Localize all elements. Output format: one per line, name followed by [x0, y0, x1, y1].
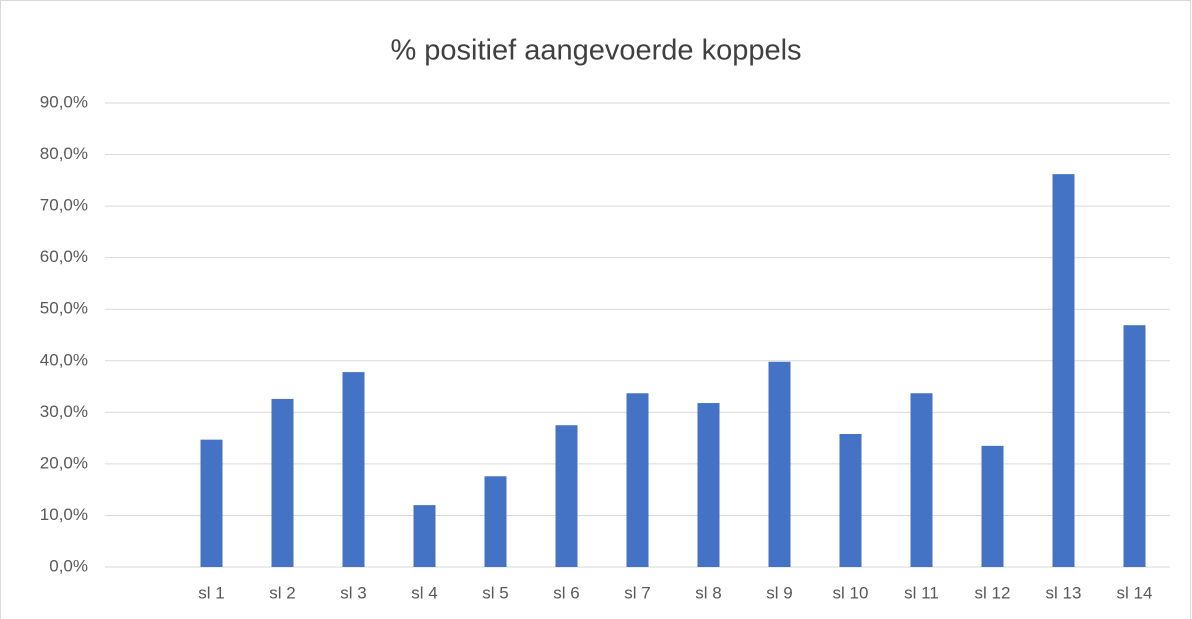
y-tick-label: 70,0% [40, 196, 88, 215]
y-tick-label: 90,0% [40, 92, 88, 111]
bar [697, 403, 720, 567]
y-tick-label: 0,0% [49, 556, 88, 575]
x-tick-label: sl 12 [975, 583, 1011, 602]
x-tick-label: sl 3 [340, 583, 366, 602]
y-tick-label: 40,0% [40, 350, 88, 369]
y-tick-label: 20,0% [40, 453, 88, 472]
bar [271, 398, 294, 567]
x-tick-label: sl 13 [1046, 583, 1082, 602]
y-tick-label: 60,0% [40, 247, 88, 266]
bar [626, 393, 649, 567]
bar [1123, 325, 1146, 567]
x-tick-label: sl 10 [833, 583, 869, 602]
x-tick-label: sl 1 [198, 583, 224, 602]
x-tick-label: sl 2 [269, 583, 295, 602]
chart-title: % positief aangevoerde koppels [390, 35, 801, 67]
y-tick-label: 30,0% [40, 402, 88, 421]
bar [981, 445, 1004, 567]
y-tick-label: 10,0% [40, 505, 88, 524]
bar [839, 433, 862, 567]
x-tick-label: sl 4 [411, 583, 437, 602]
y-tick-label: 50,0% [40, 299, 88, 318]
bar [413, 505, 436, 567]
bar [910, 393, 933, 567]
bar [200, 439, 223, 567]
x-tick-label: sl 5 [482, 583, 508, 602]
x-tick-label: sl 11 [904, 583, 939, 602]
y-tick-label: 80,0% [40, 144, 88, 163]
x-tick-label: sl 9 [766, 583, 792, 602]
bar [1052, 174, 1075, 567]
bar [768, 361, 791, 567]
x-tick-label: sl 6 [553, 583, 579, 602]
bar [342, 372, 365, 567]
bar [484, 476, 507, 567]
bar [555, 425, 578, 567]
x-tick-label: sl 8 [695, 583, 721, 602]
x-tick-label: sl 14 [1117, 583, 1153, 602]
x-tick-label: sl 7 [624, 583, 650, 602]
